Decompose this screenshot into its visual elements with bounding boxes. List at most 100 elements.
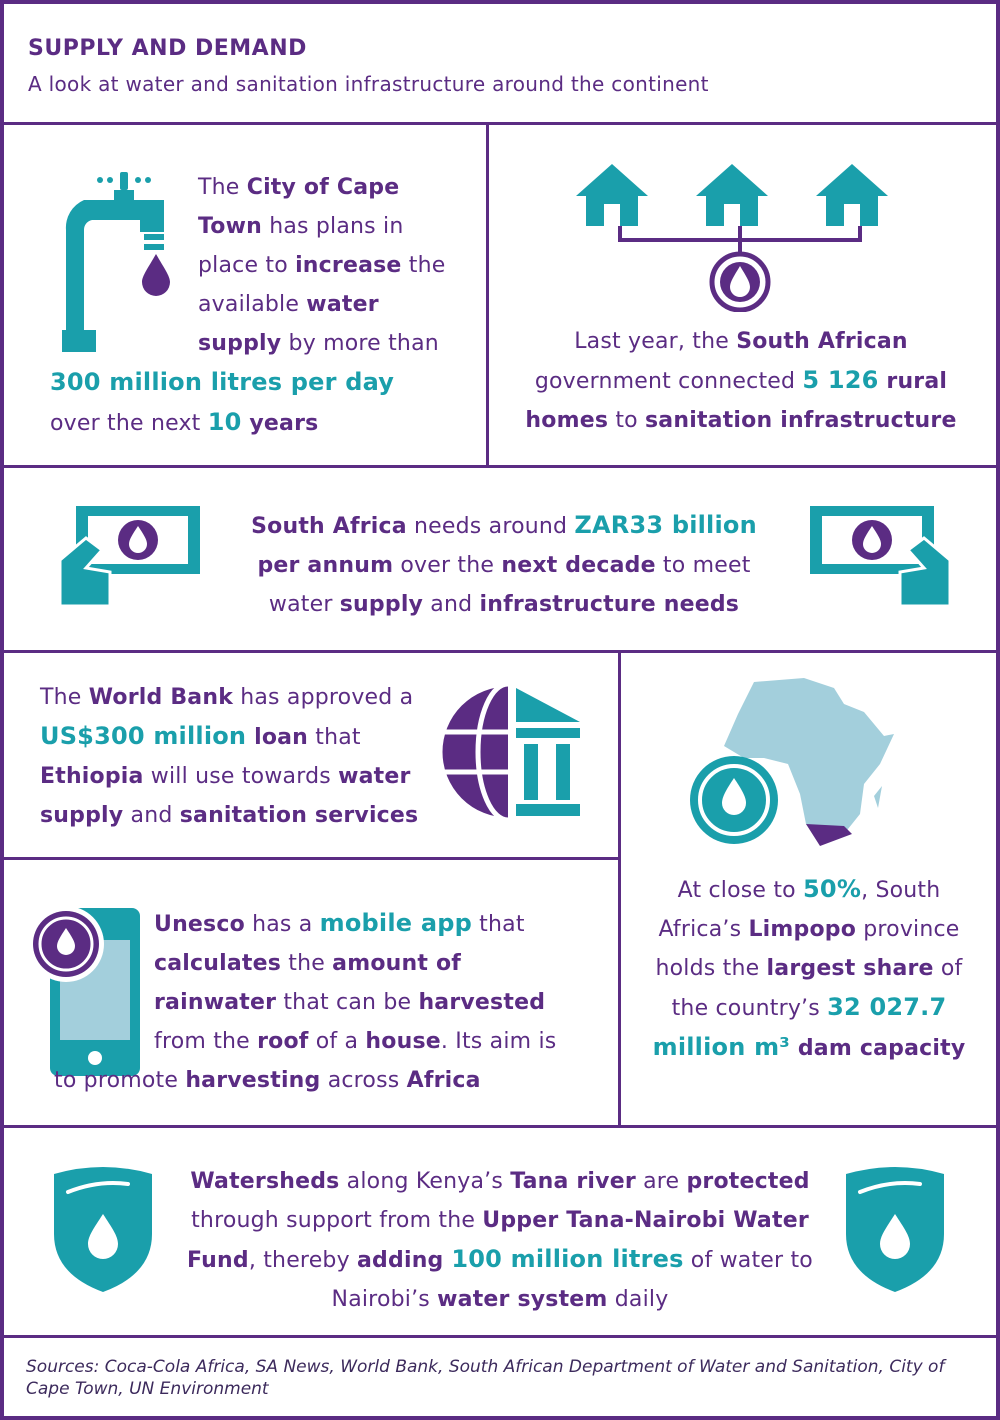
- shield-icon: [54, 1167, 152, 1292]
- divider: [4, 465, 996, 468]
- text-segment: and: [423, 592, 480, 617]
- text-segment: per annum: [257, 553, 394, 578]
- text-segment: along Kenya’s: [339, 1169, 511, 1194]
- text-segment: Unesco: [154, 912, 245, 937]
- text-segment: increase: [295, 253, 402, 278]
- text-segment: are: [635, 1169, 687, 1194]
- text-segment: sanitation services: [179, 803, 419, 828]
- text-segment: through support from the: [191, 1208, 483, 1233]
- divider: [618, 650, 621, 1126]
- divider: [4, 650, 996, 653]
- text-segment: by more than: [281, 331, 439, 356]
- text-segment: sanitation infrastructure: [645, 408, 957, 433]
- bank-icon: [438, 682, 580, 822]
- text-segment: Watersheds: [190, 1169, 340, 1194]
- text-segment: US$300 million: [40, 722, 247, 750]
- text-segment: will use towards: [143, 764, 339, 789]
- text-segment: mobile app: [319, 909, 472, 937]
- text-segment: next decade: [501, 553, 656, 578]
- money-icon: [810, 506, 952, 608]
- text-segment: loan: [246, 725, 309, 750]
- text-segment: over the: [393, 553, 502, 578]
- divider: [4, 122, 996, 125]
- africa-map: [690, 678, 894, 846]
- text-segment: South African: [736, 329, 908, 354]
- homes-text: Last year, the South African government …: [504, 322, 978, 440]
- text-segment: calculates: [154, 951, 282, 976]
- text-segment: ZAR33 billion: [574, 511, 757, 539]
- unesco-text: Unesco has a mobile app that calculates …: [54, 904, 564, 1100]
- text-segment: that: [308, 725, 361, 750]
- text-segment: The: [198, 175, 247, 200]
- text-segment: , thereby: [248, 1248, 358, 1273]
- shield-icon: [846, 1167, 944, 1292]
- text-segment: to meet water: [268, 553, 751, 617]
- text-segment: largest share: [766, 956, 934, 981]
- text-segment: water supply: [198, 292, 379, 356]
- divider: [486, 122, 489, 466]
- text-segment: daily: [607, 1287, 669, 1312]
- text-segment: house: [365, 1029, 441, 1054]
- text-segment: years: [241, 411, 319, 436]
- text-segment: amount of rainwater: [154, 951, 462, 1015]
- text-segment: 32 027.7 million m³: [652, 993, 947, 1061]
- text-segment: roof: [257, 1029, 309, 1054]
- text-segment: adding: [357, 1248, 452, 1273]
- text-segment: from the: [154, 1029, 258, 1054]
- text-segment: 5 126: [802, 366, 879, 394]
- divider: [4, 857, 618, 860]
- money-icon: [58, 506, 200, 608]
- text-segment: needs around: [406, 514, 575, 539]
- tap-icon: [62, 172, 170, 352]
- text-segment: water system: [437, 1287, 608, 1312]
- text-segment: of the country’s: [671, 956, 963, 1021]
- text-segment: South Africa: [251, 514, 407, 539]
- title: SUPPLY AND DEMAND: [28, 36, 307, 61]
- text-segment: the: [281, 951, 333, 976]
- sources: Sources: Coca-Cola Africa, SA News, Worl…: [26, 1357, 945, 1399]
- text-segment: 300 million litres per day: [50, 368, 395, 396]
- kenya-text: Watersheds along Kenya’s Tana river are …: [180, 1162, 820, 1319]
- text-segment: to: [608, 408, 645, 433]
- text-segment: and: [123, 803, 180, 828]
- text-segment: dam capacity: [790, 1036, 966, 1061]
- text-segment: Upper Tana-Nairobi Water Fund: [187, 1208, 809, 1273]
- text-segment: harvested: [418, 990, 546, 1015]
- text-segment: . Its aim is to promote: [54, 1029, 557, 1093]
- text-segment: , South Africa’s: [658, 878, 941, 942]
- phone-icon: [28, 906, 140, 1076]
- funding-text: South Africa needs around ZAR33 billion …: [234, 506, 774, 624]
- text-segment: that: [471, 912, 525, 937]
- text-segment: Africa: [406, 1068, 481, 1093]
- text-segment: Limpopo: [748, 917, 857, 942]
- houses-icon: [576, 164, 888, 312]
- text-segment: government connected: [534, 369, 803, 394]
- divider: [4, 1125, 996, 1128]
- text-segment: rural homes: [525, 369, 948, 433]
- text-segment: has plans in place to: [198, 214, 404, 278]
- text-segment: infrastructure needs: [479, 592, 740, 617]
- world-bank-text: The World Bank has approved a US$300 mil…: [40, 678, 430, 835]
- text-segment: 100 million litres: [451, 1245, 684, 1273]
- text-segment: 10: [207, 408, 242, 436]
- text-segment: that can be: [276, 990, 419, 1015]
- text-segment: of water to Nairobi’s: [331, 1248, 813, 1312]
- cape-town-text: The City of Cape Town has plans in place…: [50, 168, 450, 443]
- text-segment: of a: [308, 1029, 366, 1054]
- text-segment: water supply: [40, 764, 411, 828]
- text-segment: Tana river: [510, 1169, 636, 1194]
- limpopo-text: At close to 50%, South Africa’s Limpopo …: [634, 870, 984, 1068]
- text-segment: Ethiopia: [40, 764, 144, 789]
- text-segment: supply: [339, 592, 424, 617]
- text-segment: Last year, the: [574, 329, 737, 354]
- text-segment: across: [320, 1068, 407, 1093]
- text-segment: the available: [198, 253, 446, 317]
- text-segment: World Bank: [88, 685, 234, 710]
- text-segment: At close to: [677, 878, 804, 903]
- text-segment: province holds the: [655, 917, 960, 981]
- text-segment: protected: [686, 1169, 810, 1194]
- text-segment: has a: [244, 912, 320, 937]
- text-segment: City of Cape Town: [198, 175, 400, 239]
- divider: [4, 1335, 996, 1338]
